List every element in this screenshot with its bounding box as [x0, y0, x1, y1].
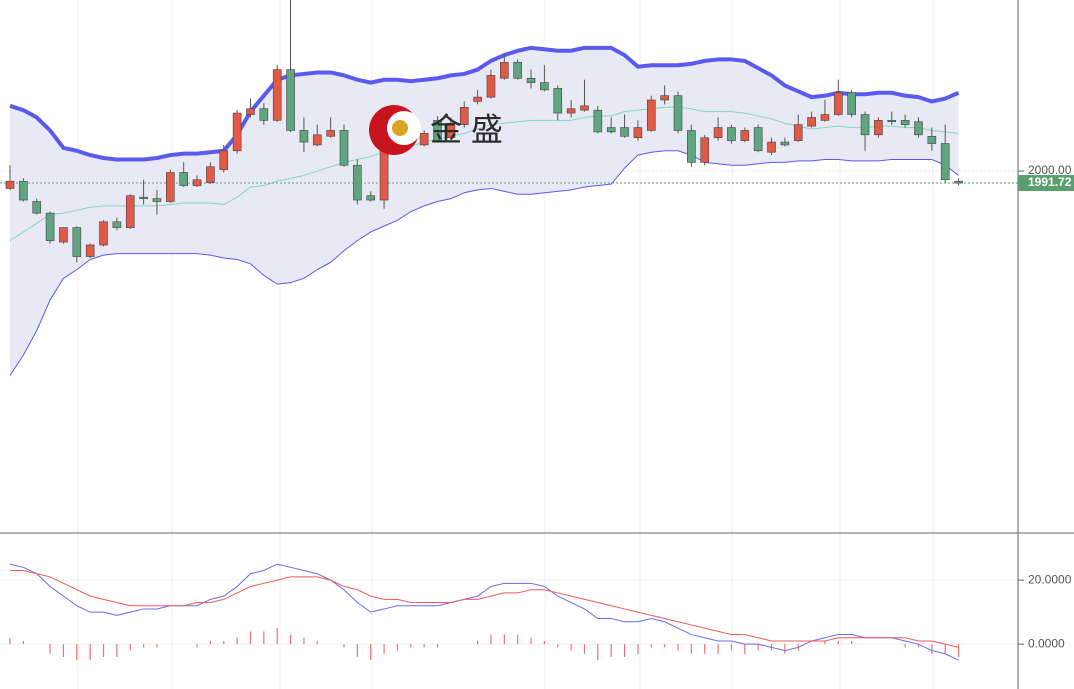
candle-body: [286, 69, 295, 131]
candle-body: [99, 221, 108, 246]
candle-body: [139, 196, 148, 199]
candle-body: [353, 164, 362, 201]
candle-body: [780, 141, 790, 146]
candle-body: [486, 75, 496, 98]
candle-body: [767, 141, 776, 153]
candle-body: [553, 88, 563, 114]
candle-body: [32, 201, 42, 214]
candle-body: [740, 130, 750, 141]
candle-body: [446, 122, 456, 139]
candle-body: [700, 137, 710, 163]
candle-body: [900, 120, 910, 125]
y-tick-label: 2000.00: [1028, 163, 1072, 177]
macd-line: [9, 563, 959, 661]
candle-body: [633, 127, 643, 139]
candle-body: [500, 62, 509, 79]
logo-coin: [392, 120, 408, 136]
candle-body: [299, 130, 309, 143]
candle-body: [713, 127, 723, 139]
candle-body: [19, 180, 28, 201]
candle-body: [459, 106, 469, 125]
y-tick-label: 20.0000: [1028, 572, 1072, 586]
candle-body: [206, 166, 215, 183]
candle-body: [166, 172, 175, 202]
candle-body: [232, 112, 242, 152]
candle-body: [580, 105, 589, 111]
candle-body: [593, 109, 603, 133]
candle-body: [887, 120, 897, 123]
candle-body: [473, 96, 482, 102]
candle-body: [272, 69, 282, 121]
candle-body: [152, 198, 162, 202]
macd-line: [10, 570, 959, 648]
watermark-text: 金 盛: [430, 111, 503, 147]
candle-body: [259, 108, 269, 121]
candle-body: [179, 172, 188, 186]
candle-body: [59, 227, 68, 243]
candle-body: [820, 114, 830, 121]
candle-body: [620, 127, 629, 137]
candle-body: [433, 120, 442, 141]
price-tag: [1018, 175, 1074, 192]
candle-body: [5, 180, 15, 189]
price-tag-label: 1991.72: [1028, 175, 1072, 189]
y-tick-label: 0.0000: [1028, 636, 1065, 650]
band-upper: [9, 45, 960, 162]
watermark: 金 盛: [369, 105, 503, 155]
candle-body: [339, 130, 349, 166]
candle-body: [687, 130, 696, 163]
candle-body: [660, 95, 669, 101]
candle-body: [366, 195, 376, 201]
candle-body: [727, 127, 736, 141]
candle-body: [85, 244, 95, 257]
candle-body: [219, 150, 229, 170]
candle-body: [312, 134, 322, 146]
candle-body: [513, 62, 522, 79]
candle-body: [566, 108, 576, 114]
candle-body: [526, 77, 536, 83]
candle-body: [834, 92, 843, 115]
candle-body: [540, 82, 549, 91]
band-lower: [9, 150, 959, 376]
plot: [0, 0, 1018, 661]
candle-body: [753, 127, 763, 152]
candle-body: [807, 117, 816, 127]
candle-body: [940, 143, 950, 181]
candle-body: [112, 221, 122, 228]
candle-body: [72, 227, 82, 257]
candle-body: [673, 95, 683, 131]
candle-body: [326, 130, 335, 137]
candle-body: [246, 108, 255, 115]
candle-body: [860, 114, 870, 136]
candle-body: [927, 135, 937, 144]
candle-body: [954, 180, 963, 184]
candle-body: [419, 133, 429, 146]
candle-body: [192, 179, 202, 186]
candle-body: [606, 127, 616, 133]
candle-body: [125, 195, 135, 228]
candle-body: [646, 99, 656, 131]
candle-body: [874, 120, 883, 136]
candle-body: [847, 92, 856, 115]
candle-body: [914, 121, 923, 136]
candle-body: [45, 212, 55, 241]
candle-body: [793, 124, 803, 141]
